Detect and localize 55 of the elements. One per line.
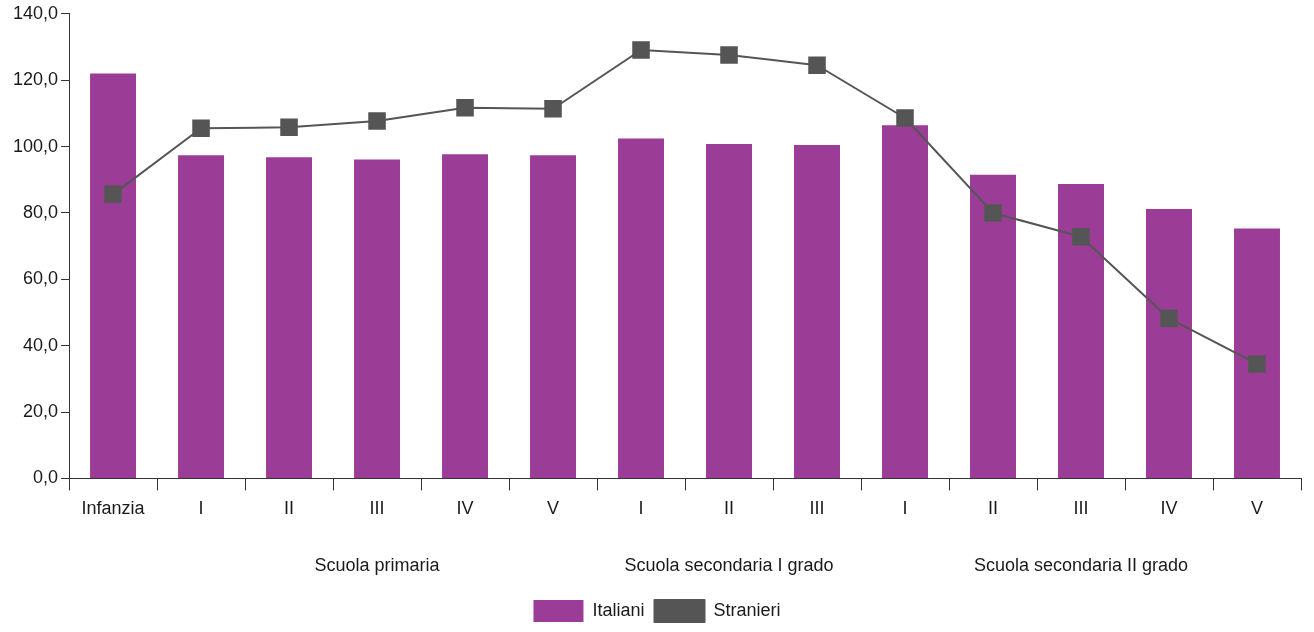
x-tick-label: I <box>902 498 908 519</box>
text: Scuola secondaria I grado <box>624 555 834 576</box>
x-tick-label: III <box>1073 498 1089 519</box>
point <box>1072 228 1090 246</box>
y-tick-label: 0,0 <box>33 467 59 488</box>
x-tick-label: II <box>988 498 999 519</box>
x-tick-label: IV <box>1160 498 1178 519</box>
bar <box>1234 228 1280 478</box>
point <box>280 118 298 137</box>
bar <box>178 155 225 478</box>
y-tick-label: 120,0 <box>13 69 59 90</box>
x-tick-label: II <box>724 498 735 519</box>
x-tick-label: I <box>638 498 644 519</box>
bar <box>90 73 137 478</box>
y-tick-label: 20,0 <box>23 401 59 421</box>
text: Scuola secondaria II grado <box>973 555 1189 576</box>
point <box>984 204 1002 222</box>
y-tick-label: 40,0 <box>23 334 59 355</box>
bar <box>970 174 1016 478</box>
point <box>896 109 914 127</box>
y-tick-label: 80,0 <box>23 201 59 222</box>
bar <box>618 138 665 478</box>
x-tick-label: V <box>547 498 560 519</box>
point <box>368 112 386 130</box>
bar <box>530 155 577 478</box>
bar <box>1146 208 1192 478</box>
bar <box>266 157 313 478</box>
point <box>720 46 738 64</box>
point <box>456 98 474 117</box>
legend-label: Stranieri <box>713 599 781 620</box>
bar <box>882 125 928 478</box>
point <box>104 185 122 204</box>
bar <box>794 144 841 478</box>
y-tick-label: 140,0 <box>13 2 59 23</box>
bar <box>442 154 489 478</box>
point <box>192 119 210 138</box>
x-tick-label: III <box>369 498 385 519</box>
point <box>632 41 650 59</box>
legend-label: Italiani <box>592 599 645 620</box>
y-tick-label: 100,0 <box>13 135 59 156</box>
point <box>1160 309 1178 328</box>
bar <box>1058 184 1104 478</box>
text: Scuola primaria <box>314 555 441 576</box>
x-tick-label: Infanzia <box>81 498 146 519</box>
point <box>808 56 826 75</box>
x-tick-label: I <box>198 498 204 519</box>
x-tick-label: III <box>809 498 825 519</box>
point <box>544 99 562 118</box>
x-tick-label: II <box>284 498 295 519</box>
y-tick-label: 60,0 <box>23 268 59 289</box>
x-tick-label: IV <box>456 498 474 519</box>
x-tick-label: V <box>1250 498 1264 519</box>
bar <box>354 159 401 478</box>
bar <box>706 143 753 478</box>
point <box>1248 355 1266 373</box>
